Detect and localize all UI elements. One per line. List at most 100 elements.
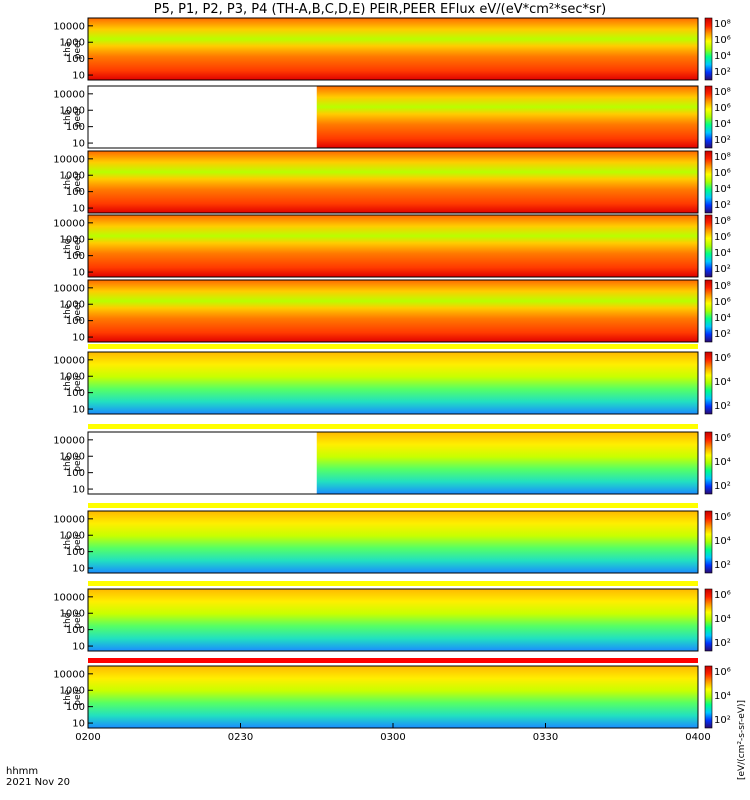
y-tick-label: 1000 xyxy=(60,171,85,182)
panel-frame xyxy=(87,214,699,278)
x-axis-label-date: 2021 Nov 20 xyxy=(6,777,71,788)
panel-frame xyxy=(87,431,699,495)
y-tick-label: 100 xyxy=(66,187,85,198)
y-tick-label: 10000 xyxy=(53,218,85,229)
panel-the-peir: 10 100 1000 10000 the peir 10⁶ 10⁴ 10² xyxy=(53,658,731,730)
panel-label-product: peer xyxy=(73,235,83,256)
colorbar-tick-label: 10⁴ xyxy=(714,313,731,324)
colorbar-tick-label: 10⁴ xyxy=(714,119,731,130)
panel-label-product: peir xyxy=(73,688,83,706)
y-tick-label: 10 xyxy=(72,333,85,344)
x-tick-label: 0400 xyxy=(685,732,710,743)
panel-frame xyxy=(87,588,699,652)
panel-frame xyxy=(87,150,699,214)
colorbar xyxy=(704,85,713,149)
y-tick-label: 1000 xyxy=(60,300,85,311)
y-tick-label: 10 xyxy=(72,642,85,653)
colorbar-tick-label: 10² xyxy=(714,401,731,412)
panel-thc-peir: 10 100 1000 10000 thc peir 10⁶ 10⁴ 10² xyxy=(53,503,731,575)
colorbar-tick-label: 10⁴ xyxy=(714,536,731,547)
colorbar-tick-label: 10⁶ xyxy=(714,590,731,601)
panel-label-probe: thc xyxy=(63,535,73,549)
colorbar-tick-label: 10² xyxy=(714,200,731,211)
panel-label-product: peir xyxy=(73,454,83,472)
colorbar-tick-label: 10² xyxy=(714,329,731,340)
panel-label-product: peer xyxy=(73,300,83,321)
colorbar-tick-label: 10⁸ xyxy=(714,87,731,98)
quality-flag-bar xyxy=(88,658,698,663)
colorbar-tick-label: 10⁶ xyxy=(714,168,731,179)
panel-thb-peer: 10 100 1000 10000 thb peer 10⁸ 10⁶ 10⁴ 10² xyxy=(53,85,731,150)
quality-flag-bar xyxy=(88,581,698,586)
panel-frame xyxy=(87,510,699,574)
panel-label-probe: thb xyxy=(63,455,73,470)
colorbar-tick-label: 10⁸ xyxy=(714,19,731,30)
heatmap-fill xyxy=(88,18,698,80)
colorbar-unit-label-group: [eV/(cm²-s-sr-eV)] xyxy=(737,700,747,780)
y-tick-label: 10 xyxy=(72,268,85,279)
colorbar-tick-label: 10⁸ xyxy=(714,216,731,227)
x-tick-label: 0300 xyxy=(380,732,405,743)
y-tick-label: 1000 xyxy=(60,235,85,246)
colorbar-tick-label: 10² xyxy=(714,135,731,146)
colorbar-tick-label: 10⁴ xyxy=(714,51,731,62)
y-tick-label: 100 xyxy=(66,702,85,713)
colorbar-tick-label: 10² xyxy=(714,715,731,726)
quality-flag-bar xyxy=(88,503,698,508)
panel-tha-peir: 10 100 1000 10000 tha peir 10⁶ 10⁴ 10² xyxy=(53,344,731,416)
y-tick-label: 10 xyxy=(72,719,85,730)
x-axis: 0200 0230 0300 0330 0400 xyxy=(75,723,711,743)
colorbar-tick-label: 10⁶ xyxy=(714,353,731,364)
colorbar-tick-label: 10⁶ xyxy=(714,35,731,46)
quality-flag-bar xyxy=(88,424,698,429)
panel-label-probe: the xyxy=(63,689,73,704)
colorbar-tick-label: 10⁴ xyxy=(714,377,731,388)
colorbar-tick-label: 10⁶ xyxy=(714,512,731,523)
colorbar-tick-label: 10⁶ xyxy=(714,667,731,678)
colorbar-tick-label: 10² xyxy=(714,264,731,275)
colorbar xyxy=(704,588,713,652)
y-tick-label: 10 xyxy=(72,139,85,150)
colorbar-tick-label: 10² xyxy=(714,481,731,492)
y-tick-label: 1000 xyxy=(60,452,85,463)
colorbar-tick-label: 10⁸ xyxy=(714,281,731,292)
y-tick-label: 100 xyxy=(66,316,85,327)
heatmap-fill xyxy=(88,215,698,277)
colorbar-tick-label: 10² xyxy=(714,560,731,571)
colorbar-tick-label: 10² xyxy=(714,638,731,649)
heatmap-fill xyxy=(88,280,698,342)
panel-label-probe: the xyxy=(63,303,73,318)
y-tick-label: 1000 xyxy=(60,38,85,49)
y-tick-label: 100 xyxy=(66,251,85,262)
panel-label-probe: thb xyxy=(63,109,73,124)
y-tick-label: 10000 xyxy=(53,669,85,680)
colorbar xyxy=(704,351,713,415)
panel-thd-peir: 10 100 1000 10000 thd peir 10⁶ 10⁴ 10² xyxy=(53,581,731,653)
y-tick-label: 10000 xyxy=(53,514,85,525)
colorbar-tick-label: 10⁶ xyxy=(714,103,731,114)
panel-label-probe: thc xyxy=(63,175,73,189)
colorbar xyxy=(704,279,713,343)
y-tick-label: 1000 xyxy=(60,531,85,542)
panel-label-probe: thd xyxy=(63,239,73,254)
panel-frame xyxy=(87,17,699,81)
colorbar-tick-label: 10⁶ xyxy=(714,232,731,243)
x-tick-label: 0200 xyxy=(75,732,100,743)
y-tick-label: 100 xyxy=(66,122,85,133)
heatmap-fill xyxy=(88,589,698,651)
panel-label-product: peer xyxy=(73,171,83,192)
x-tick-label: 0330 xyxy=(533,732,558,743)
panel-label-product: peir xyxy=(73,611,83,629)
quality-flag-bar xyxy=(88,344,698,349)
panel-tha-peer: 10 100 1000 10000 tha peer 10⁸ 10⁶ 10⁴ 10² xyxy=(53,17,731,82)
panel-thd-peer: 10 100 1000 10000 thd peer 10⁸ 10⁶ 10⁴ 10² xyxy=(53,214,731,279)
heatmap-fill xyxy=(88,666,698,728)
y-tick-label: 10000 xyxy=(53,89,85,100)
y-tick-label: 1000 xyxy=(60,609,85,620)
colorbar-tick-label: 10⁶ xyxy=(714,297,731,308)
x-tick-label: 0230 xyxy=(228,732,253,743)
colorbar xyxy=(704,150,713,214)
x-axis-label-time: hhmm xyxy=(6,766,39,777)
panel-label-product: peir xyxy=(73,374,83,392)
